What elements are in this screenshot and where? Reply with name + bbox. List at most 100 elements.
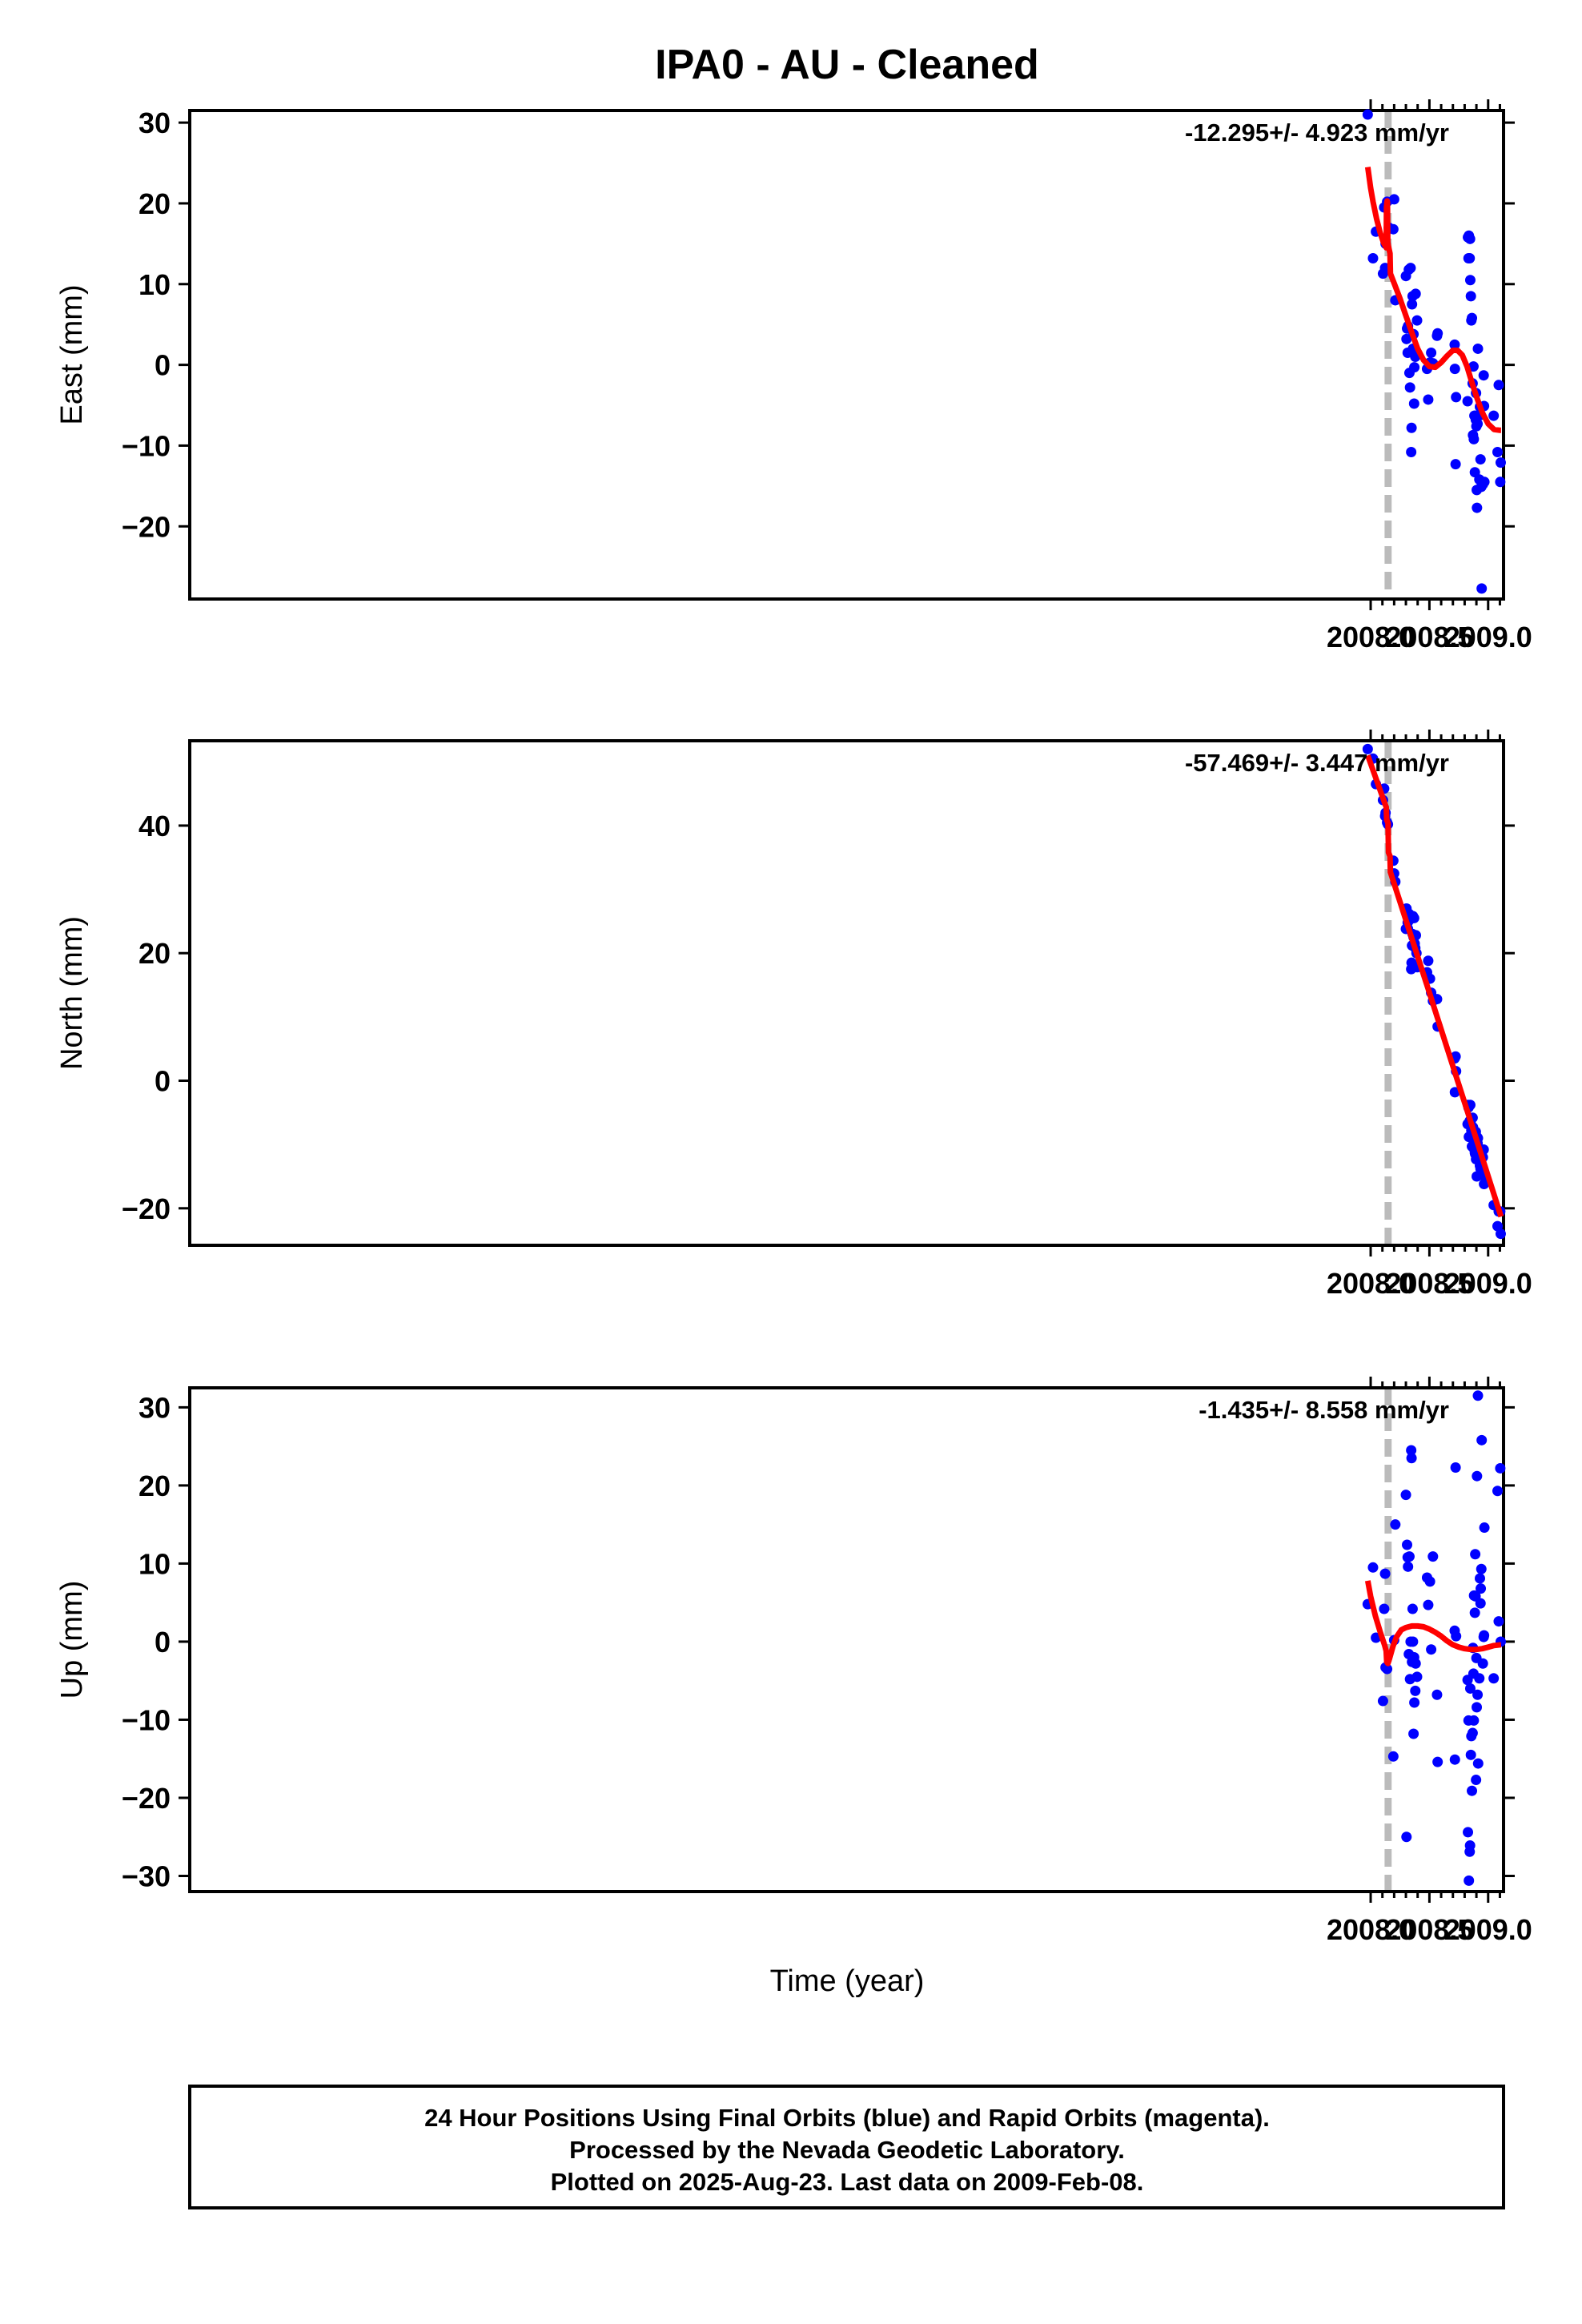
up-x-tick-label-0: 2008.0	[1327, 1913, 1415, 1946]
up-x-tick-label-1: 2008.5	[1385, 1913, 1473, 1946]
east-data-point-1	[1367, 253, 1379, 264]
up-data-point-33	[1424, 1576, 1435, 1587]
up-data-point-23	[1407, 1603, 1418, 1614]
east-data-point-40	[1449, 364, 1460, 375]
up-data-point-17	[1403, 1551, 1415, 1562]
up-data-point-5	[1379, 1568, 1391, 1579]
up-data-point-34	[1426, 1644, 1437, 1655]
east-y-tick-label-4: 20	[139, 187, 171, 220]
up-data-point-49	[1465, 1749, 1476, 1760]
east-data-point-74	[1478, 370, 1489, 381]
east-data-point-39	[1449, 339, 1460, 350]
up-data-point-37	[1432, 1756, 1443, 1767]
up-rate-label: -1.435+/- 8.558 mm/yr	[1199, 1396, 1449, 1424]
footer-line-3: Plotted on 2025-Aug-23. Last data on 200…	[551, 2168, 1144, 2196]
north-model-curve	[1365, 754, 1504, 1218]
east-y-tick-label-0: −20	[122, 510, 171, 543]
up-data-point-57	[1469, 1607, 1480, 1618]
east-data-point-20	[1405, 263, 1416, 274]
up-data-point-45	[1464, 1875, 1475, 1886]
up-data-point-11	[1400, 1490, 1411, 1501]
east-data-point-81	[1495, 457, 1506, 468]
north-y-tick-label-0: −20	[122, 1192, 171, 1225]
north-data-point-34	[1423, 955, 1434, 967]
up-data-point-52	[1467, 1727, 1478, 1739]
east-data-point-78	[1492, 446, 1504, 457]
east-data-point-79	[1493, 380, 1504, 391]
up-data-point-66	[1472, 1758, 1484, 1769]
east-data-point-52	[1467, 312, 1478, 324]
up-data-point-77	[1488, 1673, 1500, 1684]
up-y-tick-label-3: 0	[155, 1626, 171, 1659]
east-data-point-33	[1423, 394, 1434, 405]
up-data-point-73	[1477, 1658, 1488, 1669]
east-data-point-27	[1408, 398, 1419, 409]
east-data-point-48	[1464, 233, 1476, 244]
east-data-point-47	[1464, 253, 1476, 264]
up-data-point-71	[1476, 1563, 1487, 1574]
east-data-point-42	[1451, 392, 1462, 403]
up-data-point-15	[1403, 1561, 1414, 1572]
east-data-point-22	[1406, 422, 1417, 433]
east-data-point-64	[1472, 502, 1483, 513]
east-data-point-72	[1476, 583, 1488, 594]
up-data-point-80	[1495, 1462, 1506, 1474]
east-rate-label: -12.295+/- 4.923 mm/yr	[1185, 119, 1449, 147]
north-y-tick-label-1: 0	[155, 1065, 171, 1098]
up-data-point-7	[1382, 1663, 1393, 1675]
up-y-tick-label-5: 20	[139, 1470, 171, 1502]
east-x-tick-label-2: 2009.0	[1444, 621, 1532, 653]
up-data-point-40	[1450, 1462, 1461, 1473]
up-y-tick-label-0: −30	[122, 1860, 171, 1892]
up-data-point-47	[1464, 1839, 1476, 1851]
chart-title: IPA0 - AU - Cleaned	[655, 42, 1039, 88]
east-data-point-77	[1488, 410, 1500, 421]
up-frame	[188, 1386, 1505, 1893]
up-data-point-24	[1407, 1636, 1419, 1647]
up-data-point-58	[1470, 1549, 1481, 1560]
up-data-point-12	[1401, 1831, 1412, 1843]
up-data-point-4	[1379, 1603, 1390, 1614]
up-data-point-1	[1367, 1562, 1379, 1573]
up-y-tick-label-6: 30	[139, 1391, 171, 1424]
up-data-point-41	[1451, 1630, 1462, 1642]
east-data-point-10	[1388, 194, 1399, 205]
east-model-curve	[1364, 167, 1503, 433]
east-data-point-23	[1407, 299, 1418, 310]
east-data-point-69	[1475, 454, 1486, 465]
footer-box: 24 Hour Positions Using Final Orbits (bl…	[188, 2085, 1505, 2209]
up-data-point-79	[1493, 1616, 1504, 1627]
north-x-tick-label-2: 2009.0	[1444, 1267, 1532, 1300]
east-x-tick-label-1: 2008.5	[1385, 621, 1473, 653]
up-data-point-28	[1410, 1685, 1421, 1696]
up-data-point-63	[1472, 1470, 1483, 1482]
east-data-point-55	[1468, 361, 1479, 372]
up-data-point-76	[1479, 1522, 1490, 1534]
north-y-tick-label-2: 20	[139, 937, 171, 970]
footer-line-2: Processed by the Nevada Geodetic Laborat…	[569, 2136, 1125, 2164]
up-data-point-29	[1410, 1658, 1421, 1669]
up-data-point-35	[1427, 1551, 1439, 1562]
east-data-point-21	[1406, 446, 1417, 457]
east-data-point-76	[1479, 476, 1490, 488]
east-data-point-80	[1495, 476, 1506, 488]
east-y-tick-label-2: 0	[155, 349, 171, 382]
up-data-point-51	[1467, 1785, 1478, 1796]
east-y-axis-label: East (mm)	[55, 284, 89, 424]
north-data-point-0	[1362, 743, 1373, 754]
east-data-point-65	[1472, 418, 1484, 429]
up-data-point-55	[1468, 1715, 1480, 1726]
up-data-point-68	[1475, 1573, 1486, 1584]
up-data-point-36	[1431, 1689, 1443, 1700]
up-data-point-67	[1474, 1673, 1485, 1684]
east-data-point-9	[1387, 223, 1399, 235]
up-data-point-78	[1492, 1486, 1504, 1497]
up-data-point-62	[1472, 1702, 1483, 1713]
east-data-point-43	[1462, 396, 1473, 407]
east-data-point-0	[1362, 109, 1373, 120]
north-frame	[188, 739, 1505, 1247]
up-y-tick-label-1: −20	[122, 1782, 171, 1815]
